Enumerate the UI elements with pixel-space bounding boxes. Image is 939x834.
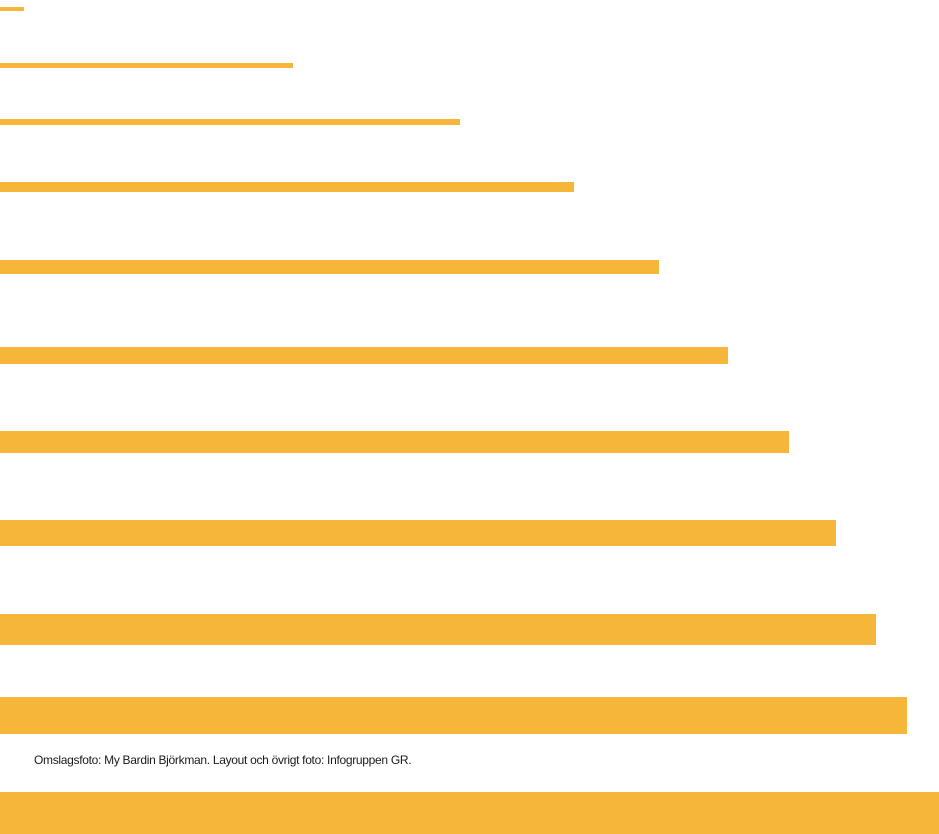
footer-color-band [0, 792, 939, 834]
decorative-stripe-4 [0, 182, 574, 192]
decorative-stripe-10 [0, 697, 907, 734]
decorative-stripe-3 [0, 119, 460, 125]
decorative-stripe-6 [0, 347, 728, 364]
decorative-stripe-1 [0, 7, 24, 11]
decorative-stripe-7 [0, 431, 789, 453]
decorative-stripe-8 [0, 520, 836, 546]
decorative-stripe-5 [0, 260, 659, 274]
photo-credit-line: Omslagsfoto: My Bardin Björkman. Layout … [34, 753, 412, 767]
decorative-stripe-2 [0, 63, 293, 68]
decorative-stripe-9 [0, 614, 876, 645]
